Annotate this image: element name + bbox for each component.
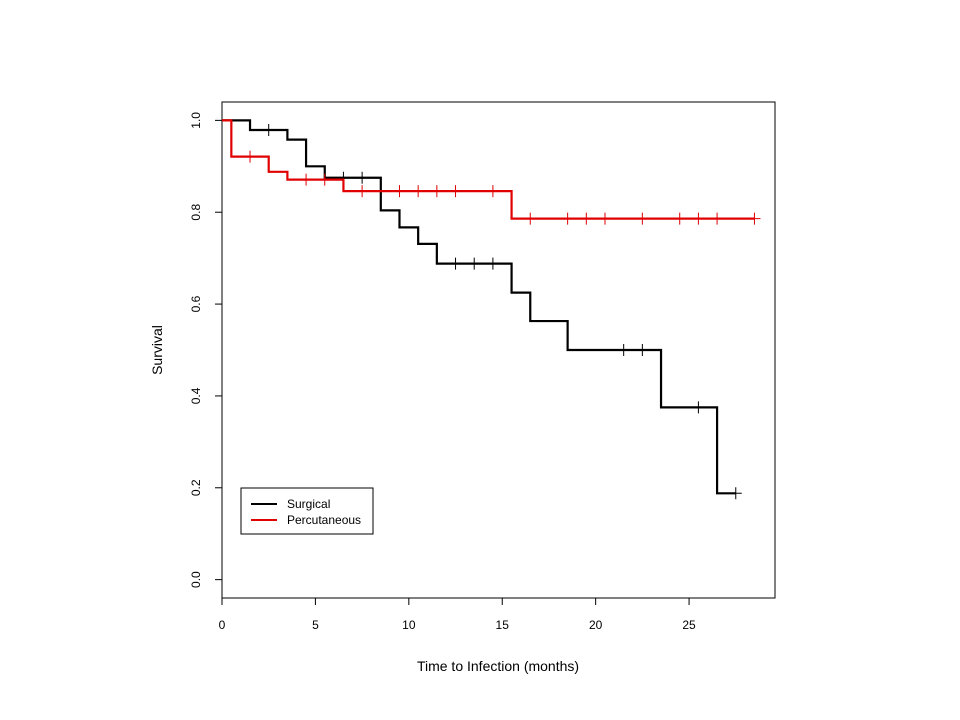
censor-mark-percutaneous	[300, 173, 313, 186]
censor-mark-surgical	[356, 171, 369, 184]
censor-mark-percutaneous	[412, 185, 425, 198]
y-axis-label: Survival	[149, 325, 165, 375]
censor-mark-surgical	[729, 487, 742, 500]
censor-mark-percutaneous	[393, 185, 406, 198]
censor-mark-percutaneous	[598, 212, 611, 225]
censor-mark-surgical	[486, 257, 499, 270]
censor-mark-surgical	[468, 257, 481, 270]
series-line-surgical	[222, 119, 736, 495]
legend: Surgical Percutaneous	[240, 487, 374, 535]
y-tick-label: 0.6	[189, 295, 203, 312]
censor-mark-percutaneous	[244, 150, 257, 163]
censor-mark-percutaneous	[636, 212, 649, 225]
censor-mark-percutaneous	[486, 185, 499, 198]
legend-label-percutaneous: Percutaneous	[287, 513, 361, 527]
y-tick-label: 0.0	[189, 571, 203, 588]
x-tick-label: 10	[402, 618, 416, 632]
censor-mark-percutaneous	[692, 212, 705, 225]
legend-box	[240, 487, 374, 535]
censor-mark-percutaneous	[673, 212, 686, 225]
x-tick-label: 15	[496, 618, 510, 632]
y-tick-label: 0.2	[189, 479, 203, 496]
censor-mark-surgical	[449, 257, 462, 270]
series-layer	[222, 119, 761, 500]
censor-mark-percutaneous	[524, 212, 537, 225]
x-tick-label: 5	[312, 618, 319, 632]
censor-mark-percutaneous	[748, 212, 761, 225]
y-tick-label: 0.4	[189, 387, 203, 404]
censor-mark-percutaneous	[449, 185, 462, 198]
y-tick-label: 0.8	[189, 204, 203, 221]
x-tick-label: 0	[219, 618, 226, 632]
series-line-percutaneous	[222, 119, 755, 220]
x-axis: 0 5 10 15 20 25	[219, 597, 696, 632]
censor-mark-surgical	[262, 124, 275, 137]
censor-mark-percutaneous	[580, 212, 593, 225]
censor-mark-percutaneous	[561, 212, 574, 225]
censor-mark-percutaneous	[430, 185, 443, 198]
censor-mark-surgical	[692, 401, 705, 414]
x-axis-label: Time to Infection (months)	[417, 658, 579, 674]
y-axis: 0.0 0.2 0.4 0.6 0.8 1.0	[189, 112, 223, 588]
x-tick-label: 25	[682, 618, 696, 632]
censor-mark-percutaneous	[711, 212, 724, 225]
legend-label-surgical: Surgical	[287, 497, 330, 511]
x-tick-label: 20	[589, 618, 603, 632]
y-tick-label: 1.0	[189, 112, 203, 129]
censor-mark-percutaneous	[318, 173, 331, 186]
censor-mark-surgical	[636, 344, 649, 356]
censor-mark-percutaneous	[356, 185, 369, 198]
censor-mark-surgical	[617, 344, 630, 356]
